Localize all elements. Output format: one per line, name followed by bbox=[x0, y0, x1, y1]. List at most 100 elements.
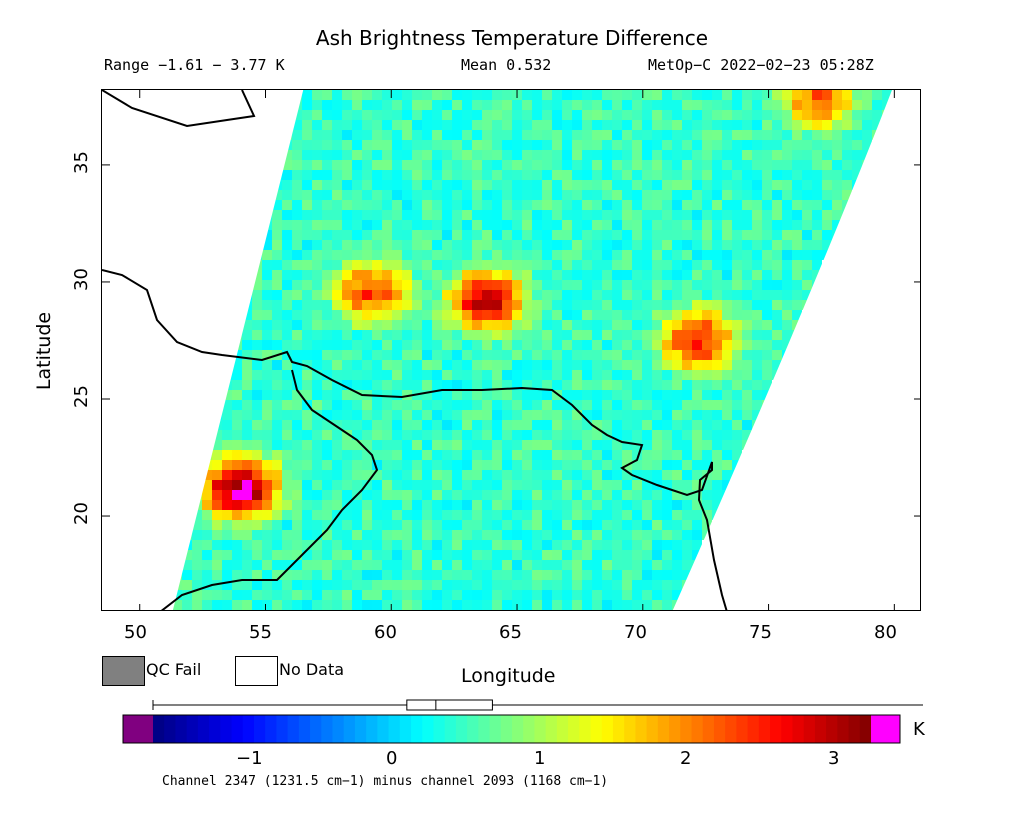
data-cell bbox=[452, 290, 462, 300]
data-cell bbox=[522, 450, 532, 460]
data-cell bbox=[752, 390, 762, 400]
data-cell bbox=[482, 300, 492, 310]
data-cell bbox=[692, 150, 702, 160]
data-cell bbox=[632, 460, 642, 470]
data-cell bbox=[672, 130, 682, 140]
data-cell bbox=[762, 290, 772, 300]
data-cell bbox=[422, 100, 432, 110]
data-cell bbox=[592, 350, 602, 360]
colorbar-segment bbox=[781, 715, 794, 743]
data-cell bbox=[812, 130, 822, 140]
data-cell bbox=[312, 160, 322, 170]
data-cell bbox=[842, 190, 852, 200]
data-cell bbox=[272, 550, 282, 560]
data-cell bbox=[222, 600, 232, 610]
data-cell bbox=[572, 290, 582, 300]
data-cell bbox=[792, 300, 802, 310]
data-cell bbox=[422, 320, 432, 330]
data-cell bbox=[412, 230, 422, 240]
data-cell bbox=[612, 560, 622, 570]
data-cell bbox=[642, 330, 652, 340]
data-cell bbox=[642, 190, 652, 200]
data-cell bbox=[442, 420, 452, 430]
data-cell bbox=[372, 420, 382, 430]
data-cell bbox=[192, 530, 202, 540]
data-cell bbox=[582, 220, 592, 230]
data-cell bbox=[542, 340, 552, 350]
data-cell bbox=[522, 430, 532, 440]
colorbar-segment bbox=[175, 715, 188, 743]
data-cell bbox=[732, 90, 742, 100]
data-cell bbox=[362, 540, 372, 550]
data-cell bbox=[262, 230, 272, 240]
data-cell bbox=[382, 250, 392, 260]
data-cell bbox=[762, 300, 772, 310]
data-cell bbox=[322, 200, 332, 210]
data-cell bbox=[592, 310, 602, 320]
data-cell bbox=[402, 310, 412, 320]
colorbar-segment bbox=[512, 715, 524, 743]
data-cell bbox=[422, 500, 432, 510]
data-cell bbox=[642, 490, 652, 500]
data-cell bbox=[762, 100, 772, 110]
data-cell bbox=[552, 460, 562, 470]
data-cell bbox=[862, 130, 872, 140]
data-cell bbox=[312, 340, 322, 350]
data-cell bbox=[252, 320, 262, 330]
data-cell bbox=[672, 550, 682, 560]
data-cell bbox=[362, 240, 372, 250]
data-cell bbox=[432, 540, 442, 550]
data-cell bbox=[502, 420, 512, 430]
data-cell bbox=[332, 320, 342, 330]
data-cell bbox=[702, 300, 712, 310]
colorbar-segment bbox=[433, 715, 446, 743]
data-cell bbox=[572, 600, 582, 610]
data-cell bbox=[232, 430, 242, 440]
data-cell bbox=[522, 560, 532, 570]
data-cell bbox=[462, 410, 472, 420]
data-cell bbox=[652, 230, 662, 240]
data-cell bbox=[602, 450, 612, 460]
data-cell bbox=[202, 500, 212, 510]
data-cell bbox=[672, 330, 682, 340]
data-cell bbox=[592, 400, 602, 410]
data-cell bbox=[742, 310, 752, 320]
data-cell bbox=[462, 460, 472, 470]
data-cell bbox=[332, 430, 342, 440]
data-cell bbox=[332, 500, 342, 510]
data-cell bbox=[762, 270, 772, 280]
data-cell bbox=[752, 310, 762, 320]
data-cell bbox=[252, 270, 262, 280]
data-cell bbox=[312, 530, 322, 540]
data-cell bbox=[372, 140, 382, 150]
data-cell bbox=[592, 240, 602, 250]
data-cell bbox=[432, 330, 442, 340]
data-cell bbox=[482, 490, 492, 500]
data-cell bbox=[422, 380, 432, 390]
x-tick-label: 55 bbox=[249, 622, 272, 643]
data-cell bbox=[722, 430, 732, 440]
data-cell bbox=[512, 500, 522, 510]
data-cell bbox=[332, 120, 342, 130]
data-cell bbox=[622, 410, 632, 420]
data-cell bbox=[462, 580, 472, 590]
data-cell bbox=[302, 320, 312, 330]
data-cell bbox=[682, 400, 692, 410]
data-cell bbox=[372, 380, 382, 390]
data-cell bbox=[662, 120, 672, 130]
data-cell bbox=[662, 170, 672, 180]
data-cell bbox=[222, 510, 232, 520]
data-cell bbox=[672, 360, 682, 370]
data-cell bbox=[262, 290, 272, 300]
data-cell bbox=[602, 550, 612, 560]
data-cell bbox=[302, 100, 312, 110]
data-cell bbox=[252, 500, 262, 510]
colorbar-segment bbox=[669, 715, 681, 743]
data-cell bbox=[582, 500, 592, 510]
data-cell bbox=[822, 130, 832, 140]
data-cell bbox=[612, 190, 622, 200]
data-cell bbox=[542, 560, 552, 570]
data-cell bbox=[422, 160, 432, 170]
data-cell bbox=[682, 450, 692, 460]
data-cell bbox=[742, 170, 752, 180]
